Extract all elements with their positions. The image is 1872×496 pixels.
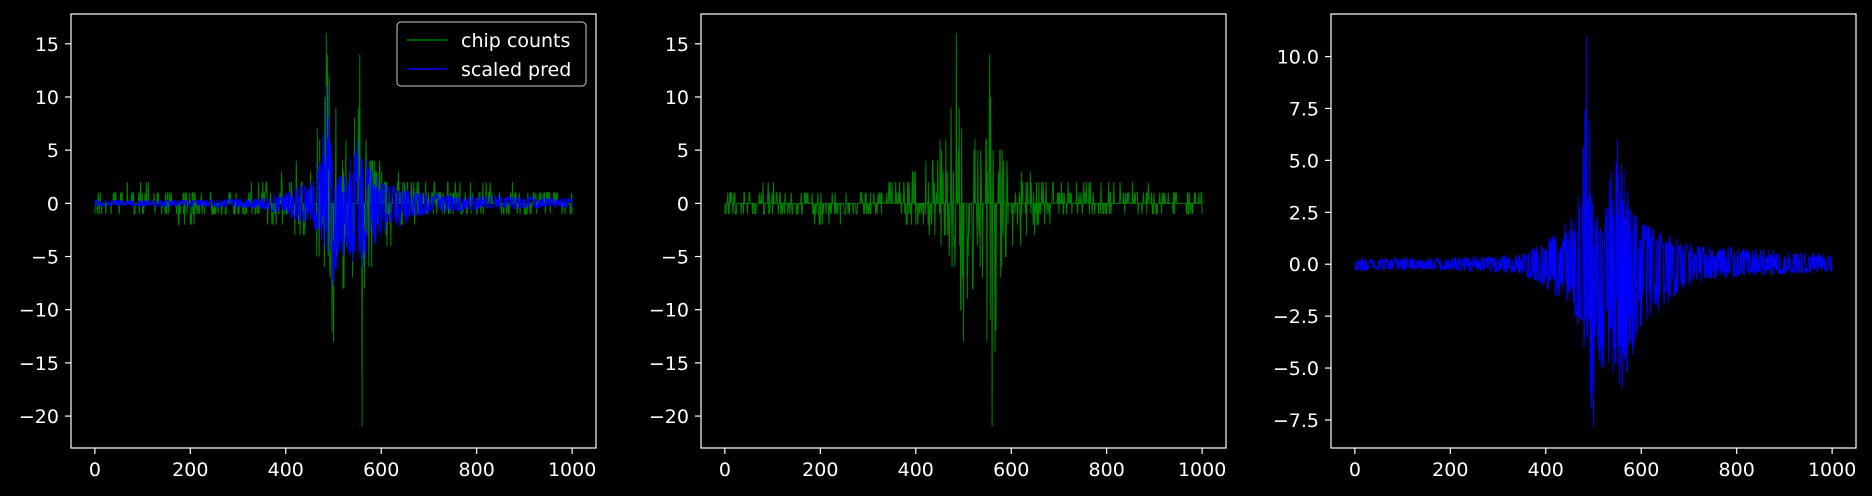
x-tick-label: 0 bbox=[719, 459, 731, 481]
y-tick-label: 5 bbox=[47, 140, 59, 162]
x-tick-label: 0 bbox=[89, 459, 101, 481]
y-tick-label: −10 bbox=[19, 300, 59, 322]
x-tick-label: 600 bbox=[993, 459, 1029, 481]
y-tick-label: −20 bbox=[649, 406, 689, 428]
chart-panel-2: 0 200 400 600 800 1000 15 10 5 0 −5 −10 −15 −20 bbox=[649, 13, 1227, 481]
y-tick-label: 0 bbox=[677, 193, 689, 215]
y-tick-label: −2.5 bbox=[1273, 306, 1319, 328]
y-tick-label: −5 bbox=[31, 247, 59, 269]
axes-frame bbox=[1330, 13, 1857, 449]
series-line-scaled-pred bbox=[94, 86, 573, 287]
x-tick-label: 1000 bbox=[1178, 459, 1226, 481]
y-tick-label: 15 bbox=[665, 34, 689, 56]
series-line-series-1 bbox=[1354, 35, 1833, 427]
chart-panel-1: 0 200 400 600 800 1000 15 10 5 0 −5 −10 −15 −20 bbox=[19, 13, 597, 481]
x-tick-label: 200 bbox=[1432, 459, 1468, 481]
y-tick-label: 15 bbox=[35, 34, 59, 56]
axes-frame bbox=[700, 13, 1227, 449]
x-tick-label: 400 bbox=[1528, 459, 1564, 481]
legend-box bbox=[396, 21, 587, 87]
y-tick-label: 5 bbox=[677, 140, 689, 162]
y-tick-label: 10.0 bbox=[1277, 47, 1319, 69]
y-tick-label: 10 bbox=[35, 87, 59, 109]
y-tick-label: −20 bbox=[19, 406, 59, 428]
series-line-series-1 bbox=[724, 33, 1203, 427]
y-tick-label: −15 bbox=[19, 353, 59, 375]
y-tick-label: 0 bbox=[47, 193, 59, 215]
y-tick-label: 7.5 bbox=[1289, 98, 1319, 120]
y-tick-label: −10 bbox=[649, 300, 689, 322]
x-tick-label: 400 bbox=[898, 459, 934, 481]
y-tick-label: −5.0 bbox=[1273, 358, 1319, 380]
x-tick-label: 1000 bbox=[1808, 459, 1856, 481]
legend-label-scaled-pred: scaled pred bbox=[461, 59, 571, 81]
legend-label-chip-counts: chip counts bbox=[461, 30, 570, 52]
y-tick-label: −5 bbox=[661, 247, 689, 269]
chart-panel-3: 0 200 400 600 800 1000 10.0 7.5 5.0 2.5 0.0 −2.5 −5.… bbox=[1273, 13, 1857, 481]
x-tick-label: 400 bbox=[268, 459, 304, 481]
y-tick-label: 5.0 bbox=[1289, 150, 1319, 172]
x-tick-label: 200 bbox=[172, 459, 208, 481]
x-tick-label: 200 bbox=[802, 459, 838, 481]
y-tick-label: 10 bbox=[665, 87, 689, 109]
x-tick-label: 1000 bbox=[548, 459, 596, 481]
axes-frame bbox=[70, 13, 597, 449]
x-tick-label: 800 bbox=[459, 459, 495, 481]
y-tick-label: −15 bbox=[649, 353, 689, 375]
x-tick-label: 800 bbox=[1089, 459, 1125, 481]
y-tick-label: 2.5 bbox=[1289, 202, 1319, 224]
x-tick-label: 0 bbox=[1349, 459, 1361, 481]
x-tick-label: 600 bbox=[363, 459, 399, 481]
y-tick-label: −7.5 bbox=[1273, 410, 1319, 432]
y-tick-label: 0.0 bbox=[1289, 254, 1319, 276]
x-tick-label: 800 bbox=[1719, 459, 1755, 481]
x-tick-label: 600 bbox=[1623, 459, 1659, 481]
legend: chip counts scaled pred bbox=[396, 21, 587, 87]
